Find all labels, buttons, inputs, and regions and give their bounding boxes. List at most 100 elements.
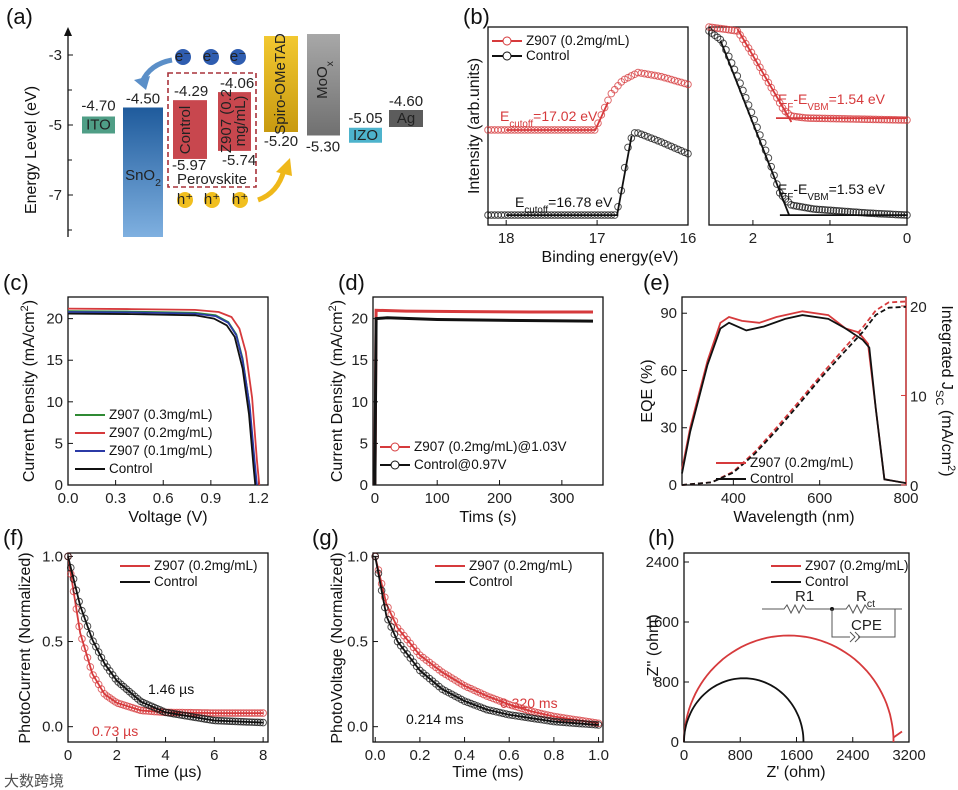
integrated-jsc-curve — [681, 305, 907, 486]
x-tick-label: 0.4 — [454, 747, 475, 764]
y-tick-label: 0 — [55, 477, 63, 494]
moox-label: MoOx — [314, 60, 336, 99]
legend-label: Z907 (0.2mg/mL) — [750, 455, 854, 470]
x-tick-label: 17 — [589, 230, 606, 247]
data-marker — [667, 142, 676, 151]
x-tick-label: 100 — [425, 490, 450, 507]
data-marker — [492, 695, 501, 704]
x-tick-label: 200 — [487, 490, 512, 507]
arrow-head-icon — [134, 76, 150, 90]
annotation: EF-EVBM=1.53 eV — [778, 181, 886, 203]
label-part: (mA/cm — [938, 405, 955, 465]
data-marker — [852, 115, 860, 123]
y-tick-label: 20 — [351, 311, 368, 328]
ag-value: -4.60 — [389, 93, 423, 110]
x-tick-label: 0 — [903, 230, 911, 247]
data-marker — [869, 209, 877, 218]
hole-icon — [232, 192, 248, 208]
y-axis-label: -Z'' (ohm) — [645, 614, 662, 681]
label-part: E — [778, 91, 787, 107]
data-marker — [874, 115, 883, 124]
label-part: x — [324, 60, 336, 66]
y-axis-label: Energy Level (eV) — [23, 86, 40, 214]
plot-frame — [487, 26, 689, 226]
panel-label: (h) — [648, 525, 675, 550]
label-part: 2 — [155, 177, 161, 189]
label-part: -E — [793, 91, 807, 107]
legend-label: Z907 (0.2mg/mL) — [154, 558, 258, 573]
data-marker — [680, 148, 689, 157]
legend-label: Control — [469, 574, 513, 589]
data-marker — [877, 115, 886, 124]
x-axis-label: Time (µs) — [134, 764, 201, 781]
data-marker — [674, 77, 682, 86]
data-marker — [660, 139, 669, 148]
control-bottom-value: -5.97 — [172, 157, 206, 174]
label-part: F — [787, 192, 793, 203]
data-marker — [670, 76, 679, 85]
data-marker — [83, 622, 92, 631]
perovskite-label: Perovskite — [177, 171, 247, 188]
data-marker — [790, 112, 798, 121]
stability-curve — [373, 316, 594, 486]
spiro-label: Spiro-OMeTAD — [272, 33, 289, 135]
data-marker — [473, 702, 482, 710]
y-tick-label: 0 — [671, 734, 679, 751]
y-tick-label: 0.5 — [42, 634, 63, 651]
ito-layer — [82, 116, 115, 134]
z907-layer-label: mg/mL) — [232, 96, 249, 147]
jv-curve — [67, 312, 257, 486]
x-tick-label: 2 — [113, 747, 121, 764]
y-axis-label: Current Density (mA/cm2) — [19, 300, 38, 482]
izo-value: -5.05 — [348, 110, 382, 127]
data-marker — [889, 115, 897, 124]
sno2-value: -4.50 — [126, 91, 160, 108]
data-marker — [815, 205, 824, 214]
x-tick-label: 0 — [371, 490, 379, 507]
data-marker — [483, 692, 491, 700]
panel-label: (g) — [312, 525, 339, 550]
hole-transfer-arrow — [257, 169, 287, 203]
data-marker — [83, 653, 92, 662]
data-marker — [650, 135, 659, 144]
fit-line — [736, 28, 793, 123]
y2-axis-label: Integrated JSC (mA/cm2) — [933, 305, 957, 476]
legend-label: Control — [805, 574, 849, 589]
legend-label: Z907 (0.3mg/mL) — [109, 407, 213, 422]
data-marker — [821, 206, 829, 214]
label-part: 2 — [327, 305, 339, 311]
legend-label: Z907 (0.2mg/mL)@1.03V — [414, 439, 567, 454]
panel-label: (c) — [3, 270, 29, 295]
y-tick-label: 60 — [660, 362, 677, 379]
y-axis-label: Current Density (mA/cm2) — [327, 300, 346, 482]
legend-label: Control — [526, 48, 570, 63]
arrow-head-icon — [276, 158, 292, 176]
data-marker — [495, 697, 504, 705]
izo-label: IZO — [353, 127, 378, 144]
data-marker — [804, 204, 812, 212]
data-marker — [716, 24, 725, 33]
watermark: 大数跨境 — [4, 772, 64, 790]
data-marker — [855, 115, 863, 123]
legend-label: Z907 (0.2mg/mL) — [526, 33, 630, 48]
lifetime-annotation: 1.46 µs — [148, 681, 194, 697]
data-marker — [390, 630, 399, 639]
data-marker — [829, 206, 838, 215]
x-tick-label: 0.9 — [200, 490, 221, 507]
data-marker — [499, 698, 507, 706]
data-marker — [86, 663, 95, 671]
jv-curve — [67, 311, 258, 486]
data-marker — [860, 115, 869, 124]
label-part: ) — [21, 300, 38, 305]
data-marker — [877, 209, 886, 218]
electron-label: e⁻ — [203, 48, 219, 65]
electron-icon — [175, 49, 191, 65]
spiro-layer — [264, 36, 298, 132]
legend-label: Control@0.97V — [414, 457, 507, 472]
legend-label: Z907 (0.1mg/mL) — [109, 443, 213, 458]
y2-tick-label: 0 — [910, 478, 918, 495]
data-marker — [773, 180, 781, 188]
data-marker — [680, 79, 689, 88]
panel-label: (d) — [338, 270, 365, 295]
data-marker — [657, 72, 666, 81]
